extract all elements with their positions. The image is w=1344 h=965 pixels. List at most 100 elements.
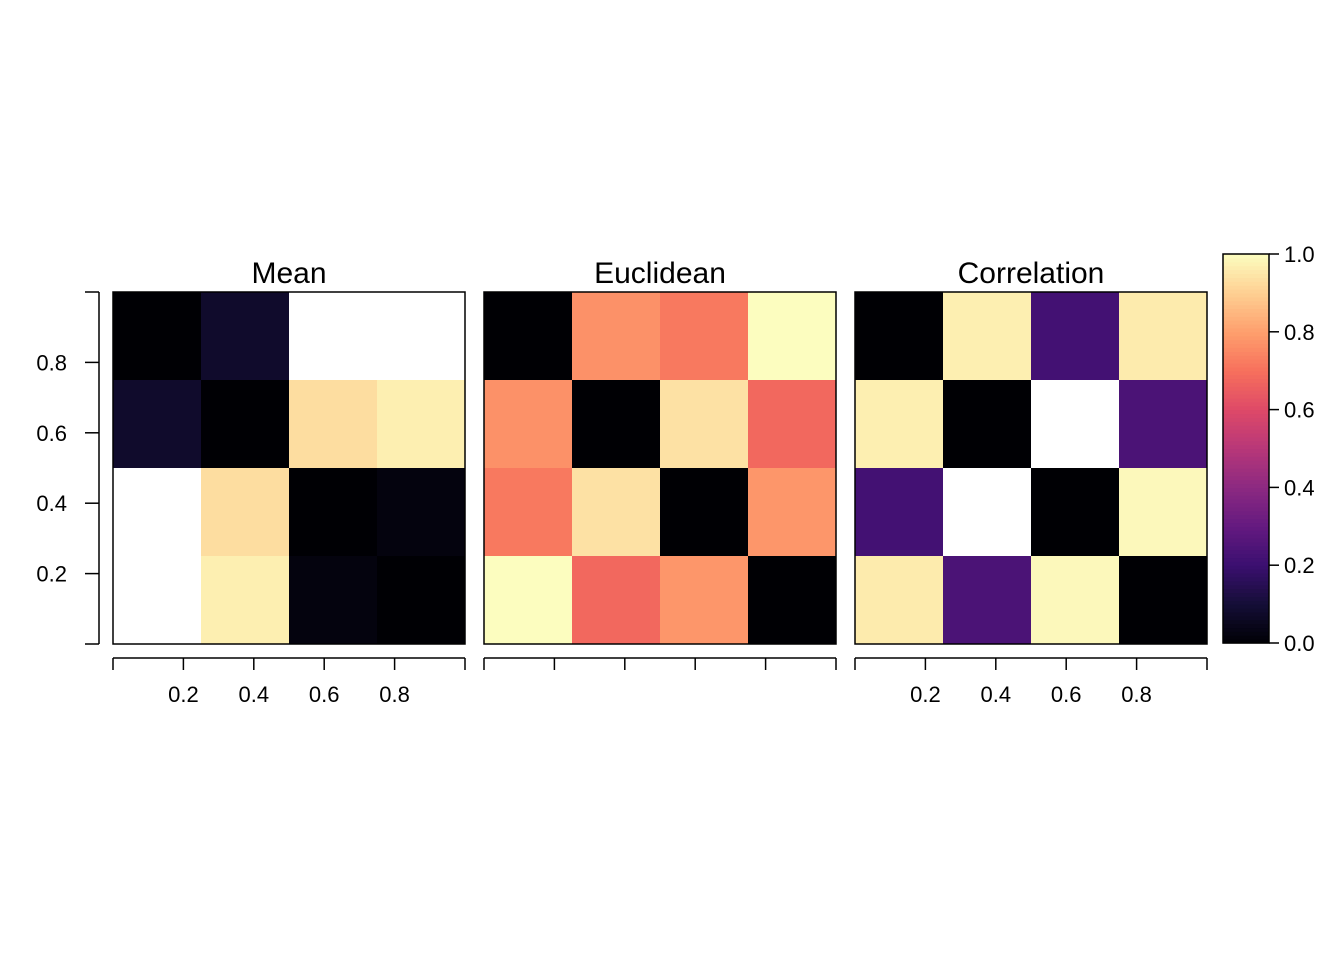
heatmap-cell <box>484 292 573 381</box>
heatmap-cell <box>748 292 837 381</box>
colorbar-band <box>1223 390 1269 395</box>
colorbar-band <box>1223 370 1269 376</box>
colorbar-band <box>1223 257 1269 263</box>
colorbar-band <box>1223 541 1269 547</box>
colorbar-band <box>1223 394 1269 399</box>
colorbar-band <box>1223 429 1269 434</box>
colorbar-band <box>1223 467 1269 473</box>
heatmap-cell <box>572 468 661 557</box>
panel-correlation: Correlation 0.2 0.4 0.6 0.8 <box>854 257 1208 707</box>
y-tick-label: 0.4 <box>36 491 67 516</box>
heatmap-cell <box>572 292 661 381</box>
colorbar-band <box>1223 304 1269 310</box>
heatmap-cell <box>855 292 944 381</box>
colorbar-band <box>1223 506 1269 512</box>
colorbar-band <box>1223 487 1269 492</box>
colorbar-band <box>1223 639 1269 644</box>
colorbar-band <box>1223 600 1269 605</box>
heatmap-cell <box>377 468 466 557</box>
colorbar-band <box>1223 545 1269 551</box>
colorbar-band <box>1223 549 1269 555</box>
colorbar-band <box>1223 359 1269 364</box>
colorbar-band <box>1223 627 1269 632</box>
colorbar-band <box>1223 269 1269 275</box>
colorbar-tick-label: 0.6 <box>1284 398 1315 423</box>
heatmap-cell <box>201 292 290 381</box>
heatmap-cell <box>855 468 944 557</box>
colorbar-band <box>1223 553 1269 559</box>
heatmap-cell <box>289 292 378 381</box>
colorbar-band <box>1223 355 1269 360</box>
panel-mean: Mean 0.2 0.4 0.6 0.8 0.2 0.4 0.6 0.8 <box>36 257 466 707</box>
heatmap-cell <box>113 556 202 645</box>
colorbar-band <box>1223 518 1269 524</box>
colorbar-tick-label: 0.4 <box>1284 475 1315 500</box>
colorbar-band <box>1223 611 1269 617</box>
panel-title: Mean <box>251 257 326 290</box>
heatmap-cell <box>660 468 749 557</box>
colorbar-band <box>1223 397 1269 403</box>
heatmap-cell <box>748 468 837 557</box>
heatmap-cell <box>660 556 749 645</box>
heatmap-cell <box>855 380 944 469</box>
panel-title: Correlation <box>958 257 1105 290</box>
heatmap-cell <box>113 468 202 557</box>
panel-frame <box>854 291 1208 645</box>
colorbar-band <box>1223 382 1269 387</box>
colorbar-band <box>1223 580 1269 586</box>
colorbar-band <box>1223 452 1269 457</box>
heatmap-cell <box>377 380 466 469</box>
colorbar-band <box>1223 289 1269 294</box>
colorbar-band <box>1223 409 1269 415</box>
colorbar-band <box>1223 596 1269 601</box>
colorbar-band <box>1223 436 1269 442</box>
colorbar-band <box>1223 254 1269 259</box>
heatmap-cell <box>660 292 749 381</box>
heatmap-cell <box>748 556 837 645</box>
colorbar-band <box>1223 588 1269 594</box>
colorbar-band <box>1223 300 1269 306</box>
colorbar-band <box>1223 273 1269 278</box>
heatmap-cell <box>1031 292 1120 381</box>
colorbar-band <box>1223 456 1269 461</box>
heatmap-cell <box>201 468 290 557</box>
colorbar-band <box>1223 343 1269 348</box>
colorbar-band <box>1223 327 1269 333</box>
colorbar-band <box>1223 631 1269 636</box>
colorbar-band <box>1223 292 1269 298</box>
heatmap-cell <box>1119 468 1208 557</box>
heatmap-cell <box>572 380 661 469</box>
colorbar-band <box>1223 366 1269 372</box>
colorbar-tick-label: 0.0 <box>1284 631 1315 656</box>
colorbar: 0.0 0.2 0.4 0.6 0.8 1.0 <box>1222 242 1315 656</box>
colorbar-band <box>1223 572 1269 578</box>
heatmap-cell <box>201 556 290 645</box>
colorbar-tick-label: 1.0 <box>1284 242 1315 267</box>
heatmap-cell <box>1031 380 1120 469</box>
colorbar-band <box>1223 557 1269 562</box>
colorbar-band <box>1223 615 1269 621</box>
panel-title: Euclidean <box>594 257 726 290</box>
heatmap-cell <box>113 380 202 469</box>
heatmap-cell <box>377 556 466 645</box>
heatmap-cell <box>113 292 202 381</box>
colorbar-band <box>1223 569 1269 574</box>
colorbar-band <box>1223 421 1269 426</box>
colorbar-band <box>1223 440 1269 446</box>
colorbar-band <box>1223 491 1269 496</box>
x-tick-label: 0.4 <box>981 682 1012 707</box>
heatmap-cell <box>943 292 1032 381</box>
colorbar-band <box>1223 604 1269 609</box>
colorbar-band <box>1223 261 1269 267</box>
heatmap-cell <box>943 468 1032 557</box>
colorbar-band <box>1223 296 1269 302</box>
heatmap-cell <box>484 468 573 557</box>
colorbar-band <box>1223 479 1269 485</box>
colorbar-band <box>1223 522 1269 527</box>
x-tick-label: 0.4 <box>239 682 270 707</box>
colorbar-band <box>1223 502 1269 508</box>
colorbar-tick-label: 0.8 <box>1284 320 1315 345</box>
colorbar-tick-label: 0.2 <box>1284 553 1315 578</box>
